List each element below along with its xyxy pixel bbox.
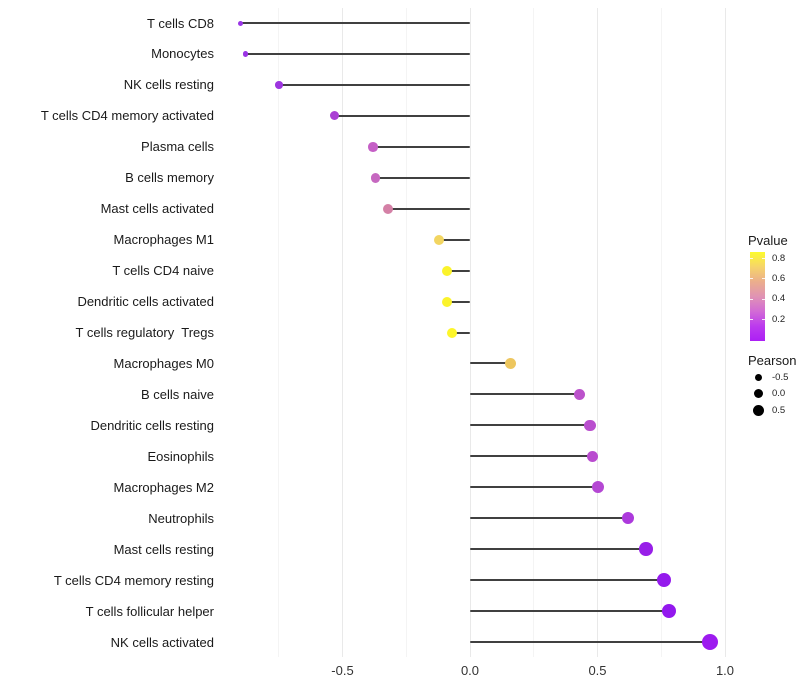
lollipop-stem bbox=[470, 362, 511, 365]
lollipop-dot bbox=[656, 573, 671, 588]
category-label: T cells CD4 memory activated bbox=[40, 108, 214, 124]
lollipop-stem bbox=[470, 610, 669, 613]
category-label: Dendritic cells activated bbox=[77, 294, 214, 310]
lollipop-dot bbox=[584, 419, 596, 432]
x-tick-label: 0.0 bbox=[460, 663, 480, 678]
pvalue-tick-label: 0.6 bbox=[772, 272, 786, 284]
pvalue-bar-tick bbox=[762, 319, 765, 321]
gridline-major bbox=[342, 8, 343, 657]
pearson-legend-dot bbox=[754, 373, 762, 381]
category-label: NK cells activated bbox=[110, 634, 214, 650]
lollipop-dot bbox=[383, 203, 394, 214]
category-label: Macrophages M2 bbox=[113, 479, 214, 495]
lollipop-stem bbox=[245, 52, 470, 55]
lollipop-stem bbox=[240, 22, 470, 24]
pvalue-legend-title: Pvalue bbox=[748, 233, 788, 248]
lollipop-stem bbox=[447, 300, 470, 303]
pearson-legend-title: Pearson bbox=[748, 353, 797, 368]
category-label: Dendritic cells resting bbox=[90, 417, 214, 433]
lollipop-stem bbox=[447, 269, 470, 272]
lollipop-stem bbox=[470, 579, 664, 582]
pvalue-bar-tick bbox=[762, 258, 765, 259]
pvalue-bar-tick bbox=[762, 298, 765, 300]
category-label: NK cells resting bbox=[123, 77, 214, 93]
category-label: T cells CD8 bbox=[147, 15, 214, 31]
gridline-minor bbox=[533, 8, 535, 657]
category-label: Mast cells activated bbox=[100, 201, 214, 217]
category-label: Monocytes bbox=[151, 46, 214, 62]
pvalue-bar-tick bbox=[750, 298, 753, 300]
lollipop-stem bbox=[278, 83, 470, 86]
lollipop-stem bbox=[452, 331, 470, 334]
category-label: T cells follicular helper bbox=[85, 603, 214, 619]
lollipop-dot bbox=[442, 265, 453, 276]
lollipop-dot bbox=[621, 511, 635, 525]
pearson-legend-label: -0.5 bbox=[772, 371, 789, 383]
lollipop-stem bbox=[388, 207, 470, 210]
lollipop-dot bbox=[639, 542, 653, 556]
pearson-legend-label: 0.5 bbox=[772, 404, 786, 416]
pvalue-tick-label: 0.2 bbox=[772, 313, 786, 325]
lollipop-stem bbox=[334, 114, 470, 117]
pvalue-bar-tick bbox=[750, 319, 753, 321]
pearson-legend-label: 0.0 bbox=[772, 388, 786, 399]
lollipop-dot bbox=[368, 142, 378, 152]
category-label: B cells naive bbox=[141, 386, 214, 402]
lollipop-stem bbox=[470, 517, 629, 520]
pvalue-bar-tick bbox=[762, 278, 765, 280]
gridline-minor bbox=[278, 8, 280, 657]
gridline-minor bbox=[660, 8, 662, 657]
lollipop-stem bbox=[470, 455, 593, 458]
category-label: B cells memory bbox=[125, 170, 214, 186]
category-label: Eosinophils bbox=[147, 448, 215, 464]
lollipop-stem bbox=[439, 238, 470, 241]
lollipop-stem bbox=[470, 393, 580, 396]
category-label: Mast cells resting bbox=[113, 541, 214, 557]
x-tick-label: -0.5 bbox=[331, 663, 354, 678]
lollipop-dot bbox=[591, 481, 604, 494]
gridline-major bbox=[724, 8, 726, 657]
x-tick-label: 0.5 bbox=[588, 663, 607, 678]
lollipop-stem bbox=[373, 145, 470, 148]
lollipop-dot bbox=[242, 51, 249, 57]
category-label: Macrophages M1 bbox=[113, 232, 214, 248]
pvalue-bar-tick bbox=[750, 278, 753, 280]
pearson-legend-dot bbox=[753, 389, 763, 398]
category-label: Plasma cells bbox=[141, 139, 214, 155]
lollipop-dot bbox=[661, 603, 677, 619]
lollipop-stem bbox=[470, 641, 710, 643]
lollipop-dot bbox=[573, 388, 586, 401]
category-label: T cells regulatory Tregs bbox=[75, 325, 214, 340]
lollipop-dot bbox=[434, 234, 445, 245]
pvalue-tick-label: 0.8 bbox=[772, 252, 786, 264]
lollipop-dot bbox=[447, 327, 458, 338]
lollipop-dot bbox=[330, 111, 340, 121]
lollipop-dot bbox=[238, 20, 243, 26]
lollipop-stem bbox=[470, 486, 598, 489]
lollipop-dot bbox=[701, 634, 718, 650]
lollipop-dot bbox=[505, 357, 517, 369]
category-label: T cells CD4 naive bbox=[112, 263, 214, 279]
lollipop-dot bbox=[586, 450, 599, 463]
gridline-major bbox=[469, 8, 471, 657]
lollipop-dot bbox=[442, 296, 453, 307]
category-label: Macrophages M0 bbox=[113, 355, 214, 371]
x-tick-label: 1.0 bbox=[715, 663, 735, 678]
gridline-minor bbox=[405, 8, 407, 657]
pvalue-tick-label: 0.4 bbox=[772, 293, 786, 305]
lollipop-stem bbox=[470, 424, 590, 427]
gridline-major bbox=[597, 8, 598, 657]
pvalue-gradient-bar bbox=[750, 252, 765, 341]
lollipop-dot bbox=[370, 173, 381, 183]
pvalue-bar-tick bbox=[750, 258, 753, 259]
lollipop-dot bbox=[275, 81, 283, 89]
pearson-legend-dot bbox=[752, 404, 764, 416]
category-label: T cells CD4 memory resting bbox=[53, 572, 214, 588]
lollipop-stem bbox=[470, 548, 646, 551]
lollipop-stem bbox=[375, 176, 470, 179]
category-label: Neutrophils bbox=[148, 510, 214, 526]
